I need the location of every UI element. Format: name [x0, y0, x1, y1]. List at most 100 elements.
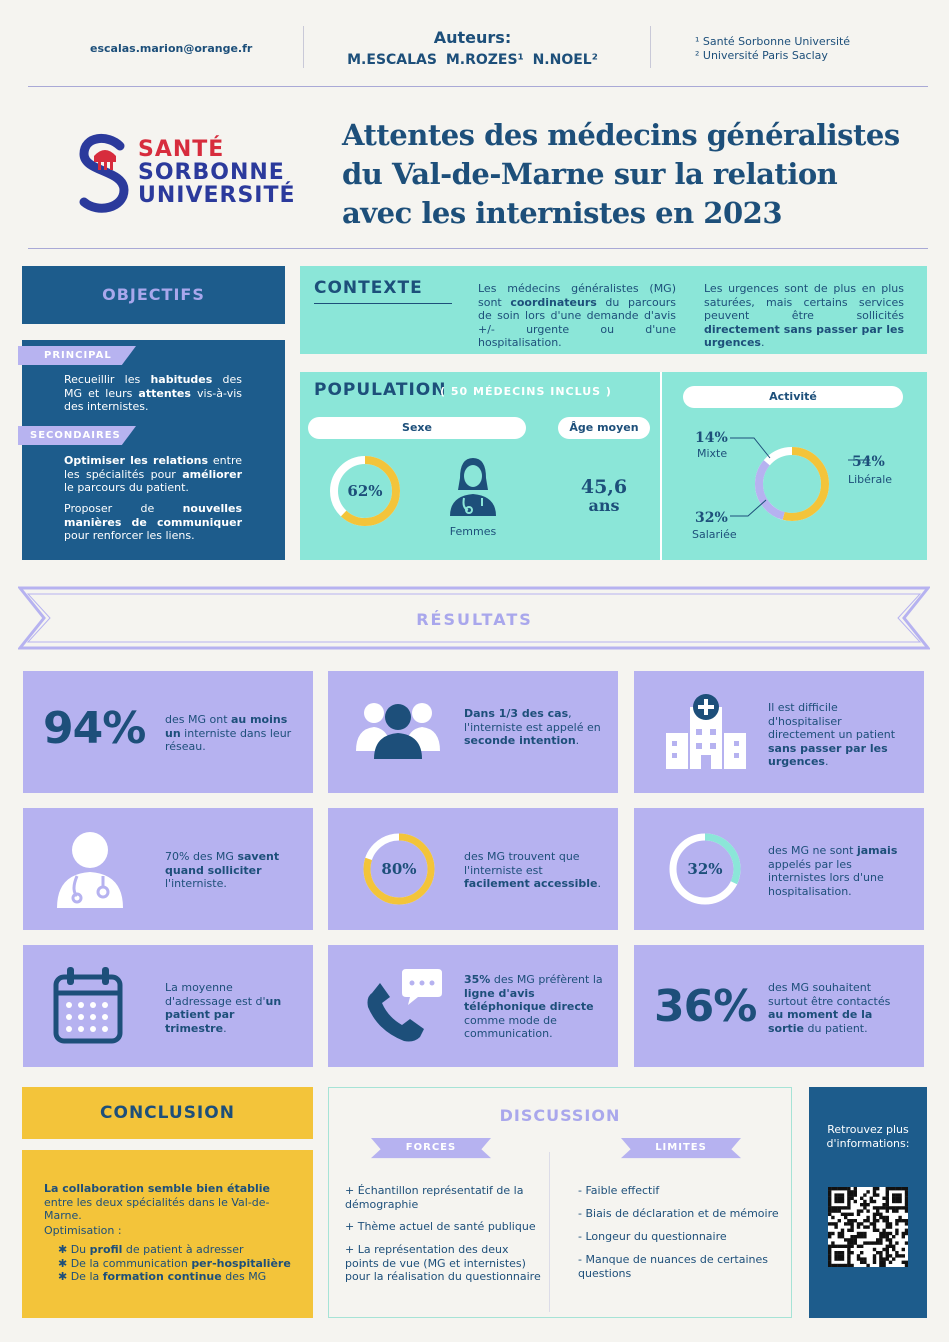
qr-module — [895, 1209, 899, 1213]
qr-module — [879, 1257, 883, 1261]
sexe-label: Sexe — [308, 417, 526, 439]
qr-module — [888, 1187, 893, 1191]
qr-module — [882, 1235, 886, 1239]
qr-module — [869, 1199, 873, 1204]
qr-module — [872, 1212, 877, 1216]
salariee-pct: 32% — [695, 510, 728, 526]
qr-module — [876, 1219, 880, 1223]
conclusion-heading: CONCLUSION — [22, 1087, 313, 1139]
age-unit: ans — [588, 496, 620, 515]
result-card-4: 70% des MG savent quand solliciter l'int… — [23, 808, 313, 930]
conclusion-item-1: ✱ Du profil de patient à adresser — [58, 1243, 244, 1256]
author-email[interactable]: escalas.marion@orange.fr — [90, 42, 253, 55]
qr-module — [847, 1199, 851, 1204]
qr-module — [860, 1231, 864, 1236]
qr-module — [840, 1228, 845, 1232]
qr-module — [834, 1199, 838, 1204]
qr-module — [879, 1212, 883, 1216]
qr-module — [885, 1219, 889, 1223]
qr-module — [904, 1206, 908, 1210]
qr-module — [885, 1225, 889, 1229]
salariee-label: Salariée — [692, 528, 737, 541]
qr-module — [840, 1206, 845, 1210]
qr-module — [837, 1209, 841, 1213]
qr-module — [882, 1215, 886, 1220]
qr-module — [847, 1212, 851, 1216]
card-4-text: 70% des MG savent quand solliciter l'int… — [165, 850, 280, 890]
qr-module — [876, 1209, 880, 1213]
qr-module — [828, 1212, 832, 1216]
qr-module — [847, 1206, 851, 1210]
secondaire-1-text: Optimiser les relations entre les spécia… — [64, 454, 242, 494]
qr-module — [863, 1206, 867, 1210]
card-9-big: 36% — [654, 981, 757, 1032]
qr-module — [872, 1219, 877, 1223]
qr-module — [828, 1247, 832, 1252]
qr-module — [876, 1238, 880, 1242]
age-value: 45,6 — [580, 476, 628, 498]
qr-module — [879, 1263, 883, 1267]
limite-item-2: - Biais de déclaration et de mémoire — [578, 1207, 779, 1220]
qr-module — [895, 1228, 899, 1232]
qr-code-icon[interactable] — [828, 1187, 908, 1267]
qr-module — [837, 1206, 841, 1210]
qr-module — [837, 1263, 841, 1267]
qr-module — [828, 1196, 832, 1200]
qr-module — [844, 1215, 848, 1220]
mixte-pct: 14% — [695, 430, 728, 446]
qr-module — [863, 1199, 867, 1204]
qr-module — [904, 1263, 908, 1267]
activite-label: Activité — [683, 386, 903, 408]
qr-module — [866, 1219, 870, 1223]
qr-module — [828, 1206, 832, 1210]
qr-module — [882, 1263, 886, 1267]
limites-ribbon: LIMITES — [621, 1138, 741, 1159]
qr-module — [856, 1235, 861, 1239]
qr-module — [847, 1228, 851, 1232]
qr-module — [856, 1222, 861, 1226]
header-divider — [303, 26, 304, 68]
qr-module — [860, 1209, 864, 1213]
qr-module — [847, 1244, 851, 1248]
conclusion-item-3: ✱ De la formation continue des MG — [58, 1270, 267, 1283]
qr-module — [853, 1193, 857, 1197]
poster-title: Attentes des médecins généralistes du Va… — [342, 116, 932, 233]
contexte-para-2: Les urgences sont de plus en plus saturé… — [704, 282, 904, 349]
phone-chat-icon — [367, 969, 442, 1042]
qr-module — [847, 1251, 851, 1255]
qr-module — [869, 1222, 873, 1226]
qr-module — [872, 1187, 877, 1191]
hospital-icon — [666, 694, 746, 769]
qr-module — [882, 1196, 886, 1200]
qr-module — [837, 1257, 841, 1261]
qr-module — [828, 1199, 832, 1204]
qr-module — [882, 1203, 886, 1207]
qr-module — [901, 1219, 905, 1223]
limite-2-text: Biais de déclaration et de mémoire — [585, 1207, 779, 1220]
qr-module — [888, 1260, 893, 1264]
qr-module — [840, 1235, 845, 1239]
qr-module — [876, 1212, 880, 1216]
qr-module — [885, 1231, 889, 1236]
principal-text: Recueillir les habitudes des MG et leurs… — [64, 373, 243, 413]
qr-module — [834, 1263, 838, 1267]
qr-module — [885, 1251, 889, 1255]
qr-module — [872, 1260, 877, 1264]
qr-module — [863, 1231, 867, 1236]
qr-module — [853, 1219, 857, 1223]
qr-module — [828, 1190, 832, 1194]
qr-module — [850, 1228, 854, 1232]
qr-module — [895, 1187, 899, 1191]
qr-module — [850, 1241, 854, 1245]
card-5-text: des MG trouvent que l'interniste est fac… — [464, 850, 601, 890]
qr-module — [860, 1203, 864, 1207]
authors-heading: Auteurs: — [433, 28, 512, 47]
qr-module — [885, 1238, 889, 1242]
qr-module — [904, 1196, 908, 1200]
qr-module — [898, 1219, 902, 1223]
qr-module — [888, 1254, 893, 1258]
qr-module — [828, 1209, 832, 1213]
qr-module — [876, 1206, 880, 1210]
qr-module — [847, 1238, 851, 1242]
qr-module — [872, 1215, 877, 1220]
